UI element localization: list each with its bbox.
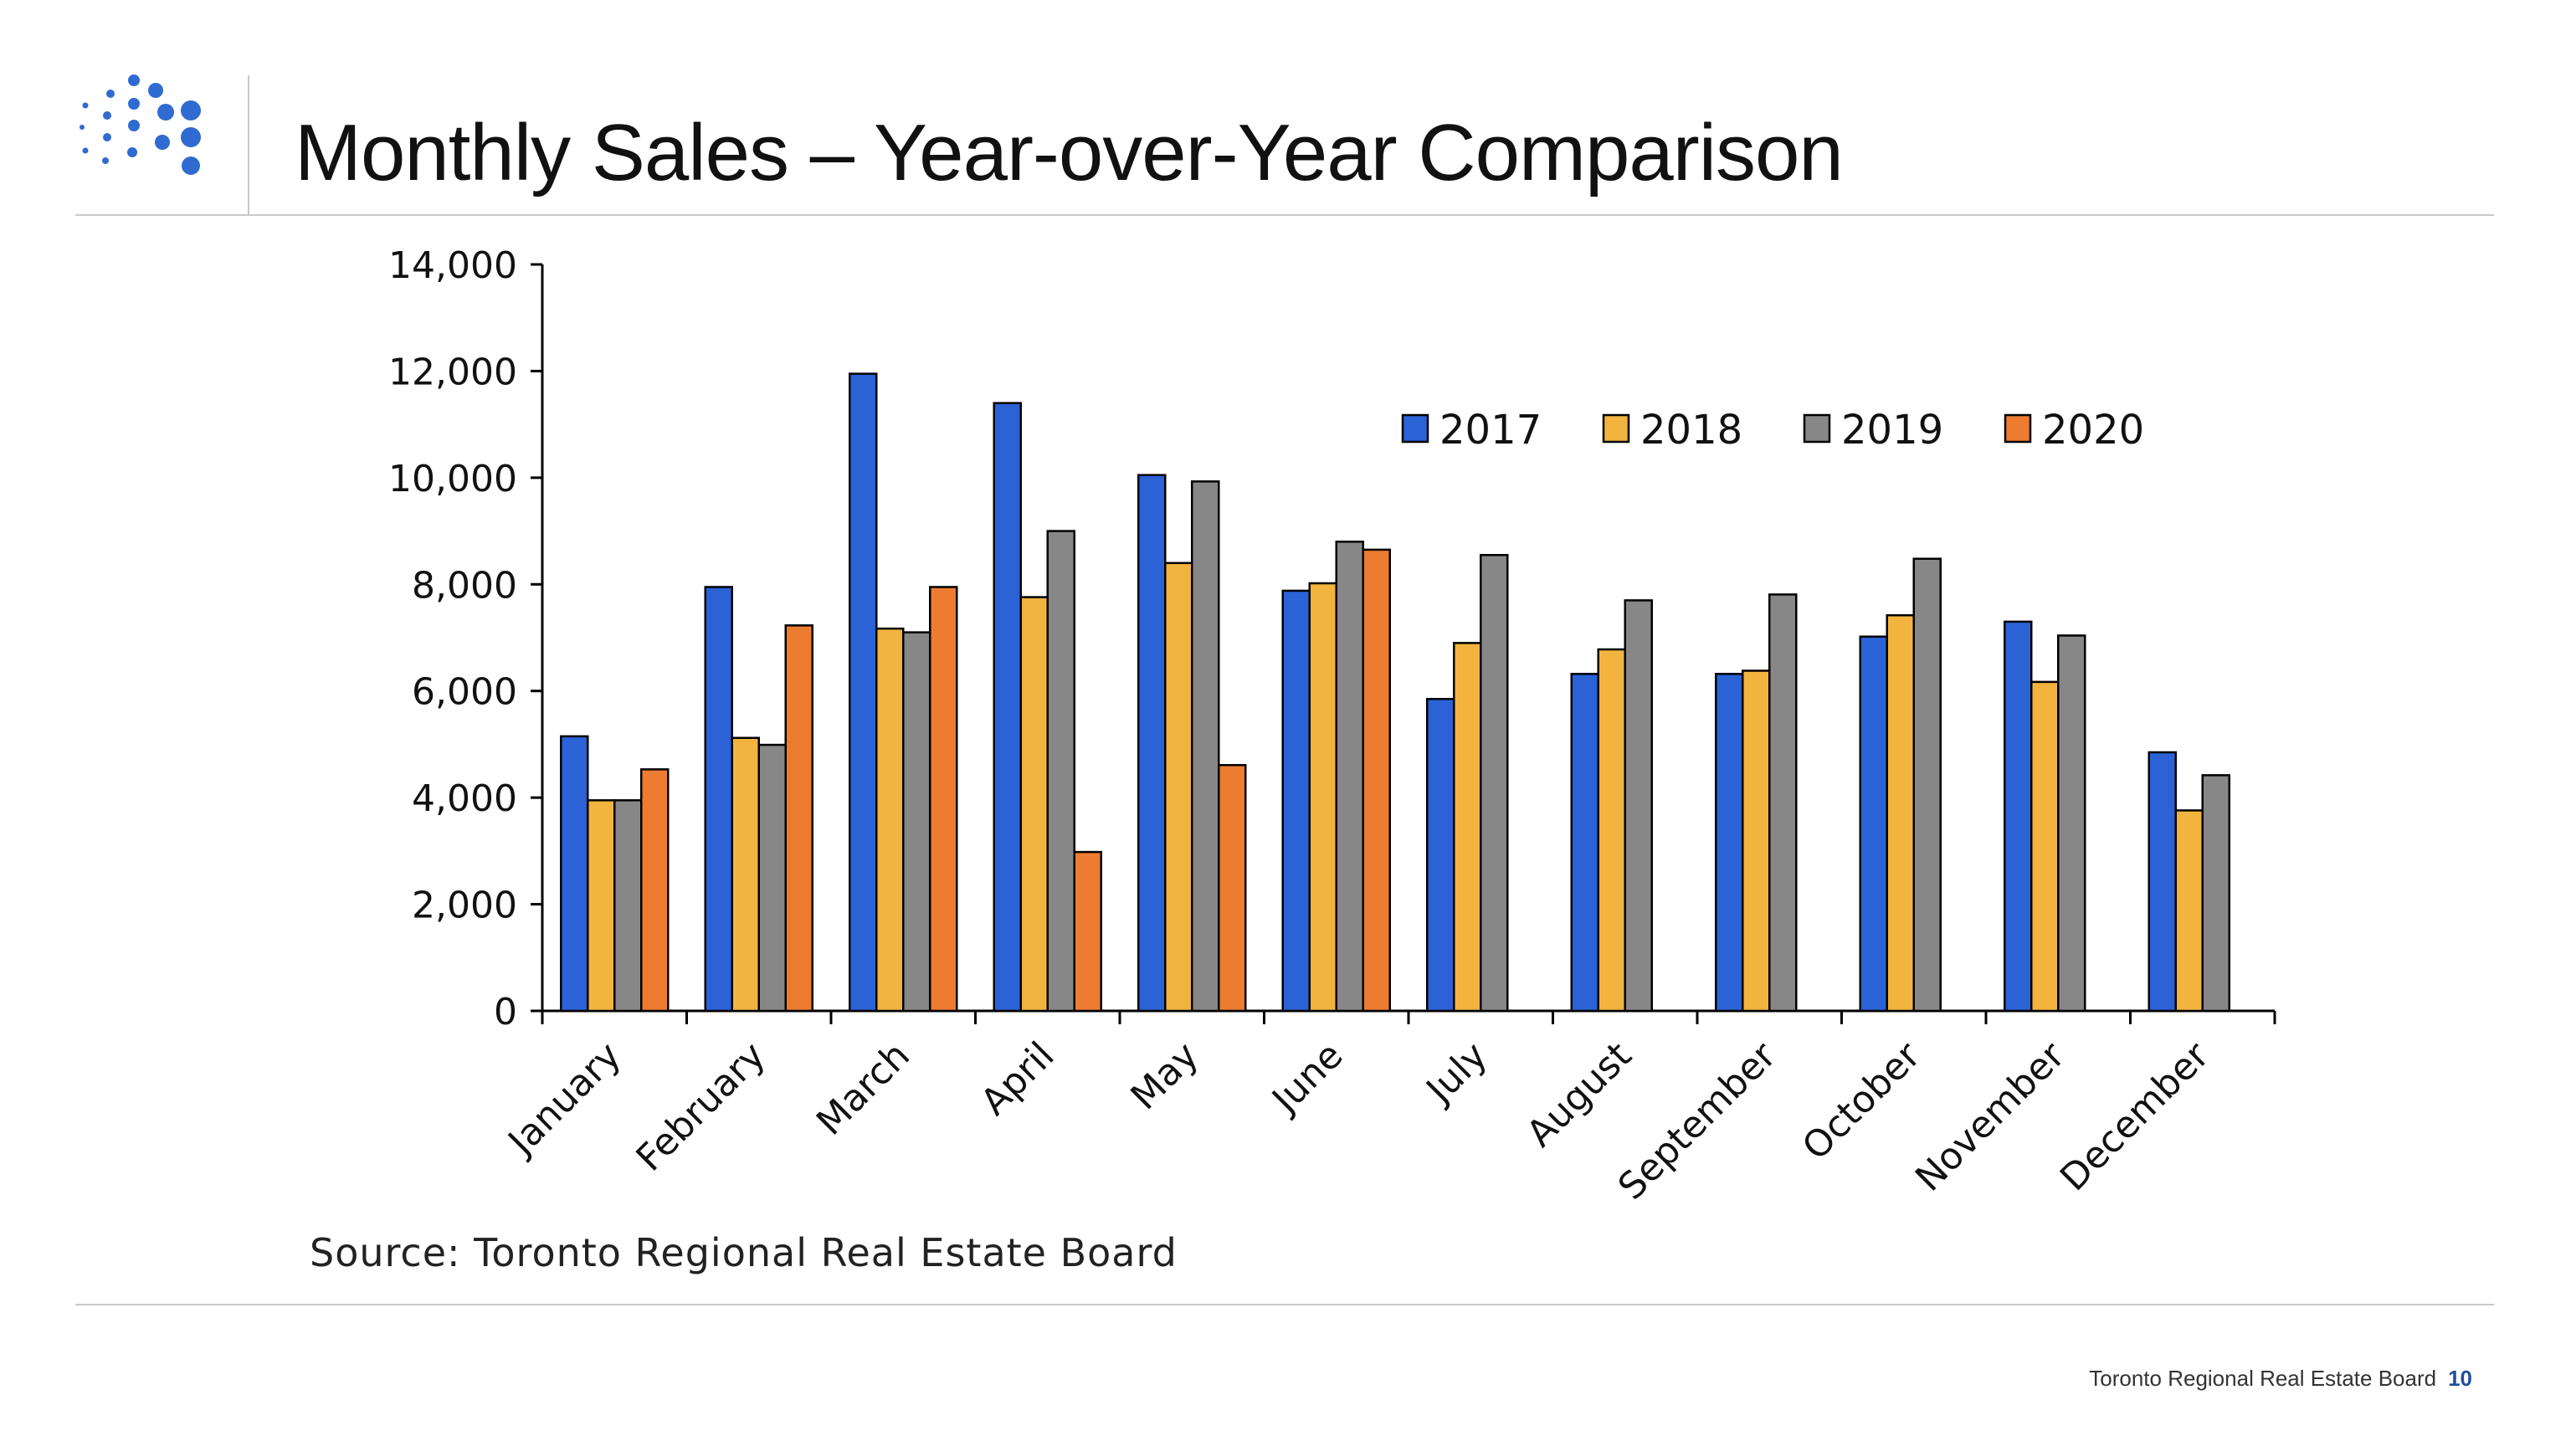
bar-2019-april — [1046, 530, 1075, 1013]
bar-2017-april — [993, 402, 1022, 1013]
title-divider-vertical — [248, 75, 249, 216]
bar-2018-december — [2174, 809, 2204, 1013]
legend-label-2018: 2018 — [1640, 407, 1742, 454]
legend-swatch-2020 — [2004, 413, 2032, 444]
bar-2019-september — [1768, 593, 1798, 1013]
bar-2020-may — [1218, 764, 1247, 1013]
bar-2019-october — [1912, 557, 1942, 1013]
legend-label-2019: 2019 — [1841, 407, 1943, 454]
y-tick-label: 4,000 — [412, 777, 517, 820]
y-tick-label: 0 — [494, 991, 517, 1033]
dot-grid-logo-icon — [80, 74, 201, 175]
legend-swatch-2017 — [1401, 413, 1429, 444]
footer: Toronto Regional Real Estate Board 10 — [2089, 1366, 2472, 1392]
legend-swatch-2018 — [1602, 413, 1630, 444]
bar-2019-march — [902, 631, 931, 1013]
x-tick-label: April — [972, 1034, 1062, 1124]
x-tick-label: January — [499, 1034, 629, 1165]
bar-2018-april — [1019, 596, 1049, 1013]
bar-2017-october — [1859, 635, 1888, 1013]
bar-2017-june — [1281, 589, 1311, 1013]
legend-label-2017: 2017 — [1439, 407, 1542, 454]
bar-2019-may — [1191, 480, 1220, 1013]
bar-2018-november — [2030, 680, 2060, 1013]
y-tick-label: 6,000 — [412, 671, 517, 714]
x-tick-label: August — [1519, 1034, 1640, 1156]
bar-2017-february — [704, 586, 733, 1013]
y-tick-label: 12,000 — [388, 351, 517, 393]
bar-2020-june — [1362, 548, 1391, 1013]
bar-2018-february — [731, 736, 760, 1013]
bar-2019-november — [2057, 634, 2086, 1013]
bar-2017-november — [2004, 620, 2033, 1013]
x-tick-label: November — [1907, 1033, 2074, 1200]
bar-2018-june — [1308, 582, 1337, 1013]
monthly-sales-bar-chart: 0 2,000 4,000 6,000 8,000 10,000 12,000 14,000 J… — [388, 244, 2276, 1208]
legend-label-2020: 2020 — [2042, 407, 2144, 454]
bar-2017-august — [1570, 673, 1599, 1013]
footer-rule — [75, 1304, 2494, 1305]
bar-2019-december — [2201, 774, 2230, 1013]
bar-2019-february — [757, 743, 787, 1013]
legend-swatch-2019 — [1803, 413, 1831, 444]
bar-2018-july — [1453, 642, 1482, 1013]
bar-2020-april — [1073, 850, 1102, 1013]
bar-2019-august — [1624, 599, 1653, 1013]
bar-2019-january — [613, 799, 643, 1013]
bar-2017-may — [1137, 474, 1167, 1013]
y-tick-label: 14,000 — [388, 244, 517, 287]
bar-2018-march — [875, 627, 905, 1013]
bar-2018-may — [1164, 562, 1193, 1013]
bar-2019-june — [1335, 541, 1364, 1013]
x-tick-label: February — [629, 1034, 774, 1180]
bar-2017-july — [1426, 698, 1455, 1013]
bar-2018-october — [1886, 613, 1915, 1013]
bar-2017-december — [2148, 751, 2177, 1013]
slide-title: Monthly Sales – Year-over-Year Compariso… — [295, 108, 1844, 197]
bar-2019-july — [1480, 553, 1509, 1013]
bar-2017-march — [849, 372, 878, 1013]
y-tick-label: 8,000 — [412, 564, 517, 607]
x-tick-label: October — [1794, 1033, 1929, 1168]
bar-2018-september — [1742, 669, 1771, 1013]
bar-2020-march — [929, 586, 958, 1013]
x-tick-label: July — [1417, 1034, 1496, 1113]
y-tick-label: 10,000 — [388, 458, 517, 500]
x-tick-label: June — [1263, 1034, 1352, 1123]
bar-2020-february — [784, 624, 813, 1013]
x-tick-label: September — [1610, 1033, 1785, 1208]
header-rule — [75, 214, 2494, 216]
x-tick-label: March — [808, 1034, 918, 1144]
x-tick-label: December — [2052, 1033, 2218, 1199]
bar-2018-august — [1597, 648, 1626, 1013]
bar-2017-september — [1715, 673, 1744, 1013]
bar-2020-january — [640, 768, 670, 1013]
bar-2018-january — [587, 799, 616, 1013]
footer-org: Toronto Regional Real Estate Board — [2089, 1366, 2437, 1391]
page-number: 10 — [2448, 1366, 2472, 1391]
bar-2017-january — [560, 735, 589, 1013]
source-note: Source: Toronto Regional Real Estate Boa… — [310, 1230, 1178, 1275]
x-tick-label: May — [1123, 1034, 1207, 1118]
y-tick-label: 2,000 — [412, 885, 517, 927]
